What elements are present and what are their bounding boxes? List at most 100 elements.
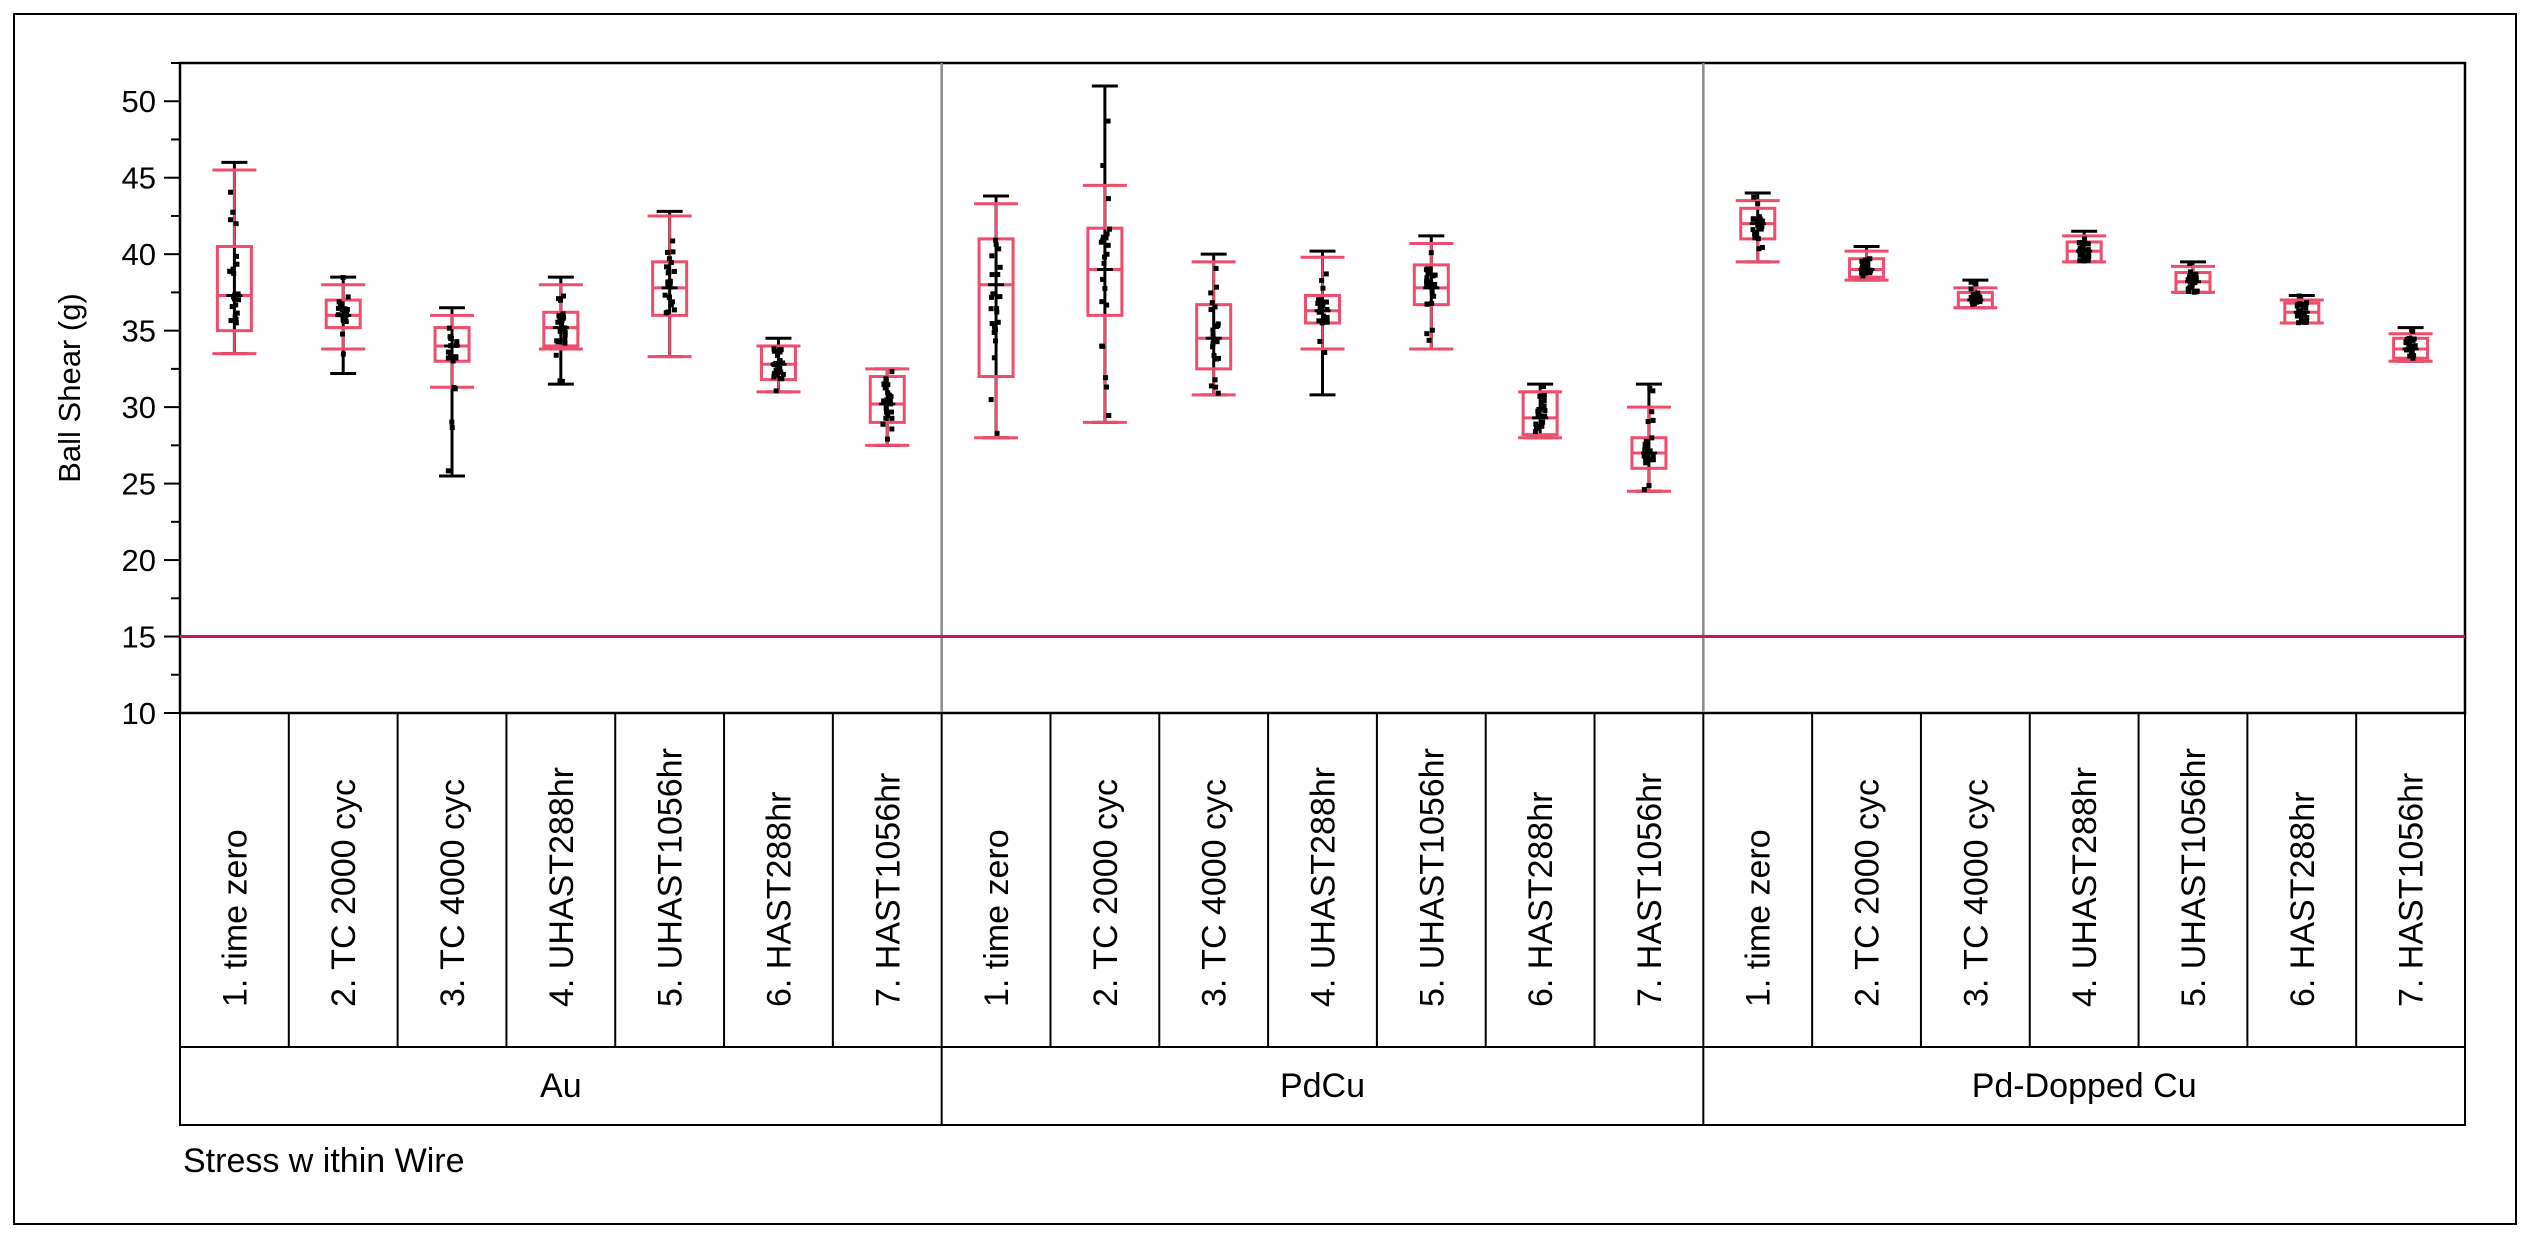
data-point xyxy=(666,256,672,262)
data-point xyxy=(1214,284,1220,290)
data-point xyxy=(994,309,1000,315)
data-point xyxy=(344,307,350,313)
data-point xyxy=(884,436,890,442)
category-label: 2. TC 2000 cyc xyxy=(1849,779,1887,1007)
data-point xyxy=(556,296,562,302)
data-point xyxy=(1431,293,1437,299)
data-point xyxy=(1316,297,1322,303)
data-point xyxy=(233,253,239,259)
data-point xyxy=(2302,312,2308,318)
data-point xyxy=(1541,403,1547,409)
data-point xyxy=(562,332,568,338)
data-point xyxy=(560,293,566,299)
data-point xyxy=(2411,336,2417,342)
data-point xyxy=(555,319,561,325)
data-point xyxy=(1860,270,1866,276)
data-point xyxy=(883,376,889,382)
data-point xyxy=(1103,375,1109,381)
data-point xyxy=(991,355,997,361)
data-point xyxy=(1429,290,1435,296)
data-point xyxy=(559,322,565,328)
data-point xyxy=(2403,340,2409,346)
data-point xyxy=(1644,442,1650,448)
category-label: 3. TC 4000 cyc xyxy=(1196,779,1234,1007)
data-point xyxy=(1214,339,1220,345)
data-point xyxy=(233,316,239,322)
y-tick-label: 25 xyxy=(122,467,156,502)
category-label: 7. HAST1056hr xyxy=(869,773,907,1007)
data-point xyxy=(1977,295,1983,301)
data-point xyxy=(1539,400,1545,406)
data-point xyxy=(228,189,234,195)
data-point xyxy=(1750,216,1756,222)
data-point xyxy=(2296,320,2302,326)
group-label: PdCu xyxy=(1280,1067,1365,1105)
data-point xyxy=(1643,438,1649,444)
data-point xyxy=(1753,230,1759,236)
data-point xyxy=(668,302,674,308)
data-point xyxy=(1759,244,1765,250)
data-point xyxy=(2185,277,2191,283)
data-point xyxy=(1424,278,1430,284)
data-point xyxy=(1540,406,1546,412)
data-point xyxy=(228,318,234,324)
figure-border xyxy=(13,13,2517,1225)
box-plot xyxy=(756,336,801,394)
y-tick-label: 35 xyxy=(122,314,156,349)
data-point xyxy=(454,339,460,345)
data-point xyxy=(2082,236,2088,242)
data-point xyxy=(997,264,1003,270)
category-label: 3. TC 4000 cyc xyxy=(1957,779,1995,1007)
data-point xyxy=(988,397,994,403)
data-point xyxy=(2295,301,2301,307)
data-point xyxy=(2410,328,2416,334)
data-point xyxy=(1425,268,1431,274)
data-point xyxy=(1864,258,1870,264)
data-point xyxy=(345,294,351,300)
category-label: 4. UHAST288hr xyxy=(543,767,581,1007)
y-tick-label: 45 xyxy=(122,161,156,196)
data-point xyxy=(235,291,241,297)
data-point xyxy=(1532,429,1538,435)
data-point xyxy=(2186,274,2192,280)
data-point xyxy=(887,398,893,404)
data-point xyxy=(991,329,997,335)
category-label: 2. TC 2000 cyc xyxy=(325,779,363,1007)
box-plot xyxy=(538,275,583,386)
category-label: 1. time zero xyxy=(1740,829,1778,1007)
iqr-box xyxy=(324,298,362,330)
category-label: 7. HAST1056hr xyxy=(2393,773,2431,1007)
data-point xyxy=(1429,327,1435,333)
data-point xyxy=(667,278,673,284)
data-point xyxy=(995,319,1001,325)
category-label: 1. time zero xyxy=(978,829,1016,1007)
category-label: 4. UHAST288hr xyxy=(2066,767,2104,1007)
data-point xyxy=(338,304,344,310)
y-tick-label: 10 xyxy=(122,696,156,731)
data-point xyxy=(2082,258,2088,264)
data-point xyxy=(1107,226,1113,232)
data-point xyxy=(1755,236,1761,242)
data-point xyxy=(2194,289,2200,295)
category-label: 5. UHAST1056hr xyxy=(2175,748,2213,1007)
data-point xyxy=(884,409,890,415)
y-tick-label: 20 xyxy=(122,543,156,578)
data-point xyxy=(1428,250,1434,256)
data-point xyxy=(1323,271,1329,277)
data-point xyxy=(1104,231,1110,237)
data-point xyxy=(1867,270,1873,276)
data-point xyxy=(889,415,895,421)
data-point xyxy=(1968,279,1974,285)
y-tick-label: 15 xyxy=(122,620,156,655)
box-plot xyxy=(2062,229,2107,264)
y-tick-label: 30 xyxy=(122,390,156,425)
data-point xyxy=(880,421,886,427)
data-point xyxy=(993,338,999,344)
box-plot xyxy=(1300,249,1345,397)
data-point xyxy=(562,340,568,346)
data-point xyxy=(229,304,235,310)
data-point xyxy=(1316,318,1322,324)
x-axis-title: Stress w ithin Wire xyxy=(183,1142,465,1180)
data-point xyxy=(881,398,887,404)
data-point xyxy=(780,371,786,377)
